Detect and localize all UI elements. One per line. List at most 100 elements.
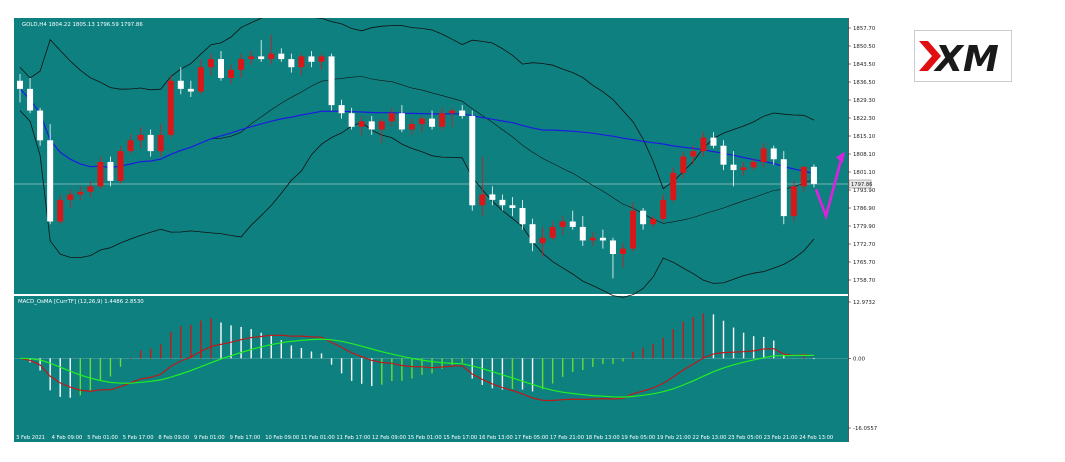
candle xyxy=(700,132,707,157)
candle-body xyxy=(439,113,446,127)
candle xyxy=(127,134,134,154)
candle-body xyxy=(650,218,657,225)
candle xyxy=(710,132,717,149)
candle-body xyxy=(529,224,536,244)
candle-body xyxy=(559,221,566,227)
candle-body xyxy=(47,140,54,222)
candle-body xyxy=(378,121,385,130)
candle xyxy=(690,145,697,165)
time-tick-label: 12 Feb 09:00 xyxy=(372,435,406,441)
candle xyxy=(278,48,285,62)
time-tick-label: 22 Feb 13:00 xyxy=(692,435,726,441)
candle-body xyxy=(740,167,747,171)
candle xyxy=(680,151,687,179)
candle-body xyxy=(328,56,335,106)
time-tick-label: 19 Feb 05:00 xyxy=(621,435,655,441)
candle-body xyxy=(660,199,667,219)
candle xyxy=(147,129,154,157)
time-tick-label: 18 Feb 13:00 xyxy=(586,435,620,441)
macd-line xyxy=(19,334,815,402)
time-tick-label: 5 Feb 01:00 xyxy=(87,435,118,441)
candle xyxy=(17,73,23,103)
candle xyxy=(398,105,405,133)
candle xyxy=(509,197,516,217)
price-tick-label: 1822.30 xyxy=(853,116,876,122)
price-grid xyxy=(14,183,848,359)
candle xyxy=(338,99,345,119)
candle xyxy=(298,53,305,76)
candle-body xyxy=(609,240,616,254)
candle xyxy=(489,186,496,206)
candle xyxy=(238,53,245,79)
candle xyxy=(77,186,84,200)
time-tick-label: 15 Feb 17:00 xyxy=(443,435,477,441)
candle-body xyxy=(228,69,235,79)
candle xyxy=(187,80,194,97)
candle xyxy=(268,34,275,65)
candle xyxy=(459,105,466,119)
candle xyxy=(197,59,204,95)
candle xyxy=(177,67,184,95)
candle-body xyxy=(810,166,817,184)
candle xyxy=(660,194,667,222)
candle xyxy=(87,180,94,198)
candle-body xyxy=(368,121,375,130)
forecast-arrow-path xyxy=(814,156,844,221)
candle xyxy=(539,226,546,257)
candle-body xyxy=(348,113,355,127)
candle xyxy=(529,218,536,252)
candle xyxy=(218,50,224,81)
price-tick-label: 1829.30 xyxy=(853,98,876,104)
candle-body xyxy=(288,59,295,68)
price-tick-label: 1786.90 xyxy=(853,206,876,212)
candle-body xyxy=(720,145,727,165)
candle-body xyxy=(469,115,476,206)
price-axis-bg xyxy=(848,18,902,442)
candle-body xyxy=(77,191,84,195)
candle-body xyxy=(308,56,315,62)
candle xyxy=(469,110,476,211)
candle xyxy=(449,107,456,127)
candle-body xyxy=(117,151,124,181)
candle-body xyxy=(57,199,64,222)
candle-body xyxy=(398,113,405,130)
candle xyxy=(97,156,104,190)
time-tick-label: 17 Feb 05:00 xyxy=(514,435,548,441)
candle-body xyxy=(630,210,637,249)
candle-body xyxy=(599,237,606,241)
candle xyxy=(569,210,576,230)
candle xyxy=(549,221,556,241)
candle-body xyxy=(429,118,436,127)
time-axis-bg xyxy=(14,430,848,442)
price-tick-label: 1843.50 xyxy=(853,62,876,68)
candle-body xyxy=(27,88,34,111)
candle xyxy=(640,207,647,230)
candle xyxy=(358,115,365,135)
candle-body xyxy=(800,166,807,187)
candle-body xyxy=(710,137,717,146)
candle xyxy=(760,143,767,168)
candle-body xyxy=(218,59,224,79)
candle xyxy=(670,167,677,203)
candle-body xyxy=(519,207,526,225)
candle xyxy=(378,118,385,144)
candle xyxy=(439,107,446,130)
candle-body xyxy=(449,110,456,114)
macd-tick-label: 0.00 xyxy=(853,356,866,362)
price-tick-label: 1772.70 xyxy=(853,242,876,248)
candle xyxy=(810,164,817,188)
candle xyxy=(519,199,526,230)
candle-body xyxy=(419,118,425,125)
candle-body xyxy=(187,88,194,92)
candle-body xyxy=(730,164,737,171)
time-tick-label: 10 Feb 09:00 xyxy=(265,435,299,441)
forecast-arrow-head xyxy=(835,151,845,163)
candle-body xyxy=(620,248,626,254)
candle-body xyxy=(177,80,184,89)
candle-body xyxy=(238,59,245,70)
candle-body xyxy=(549,226,556,238)
candle-body xyxy=(358,121,365,127)
current-price-label: 1797.86 xyxy=(851,182,872,188)
time-tick-label: 23 Feb 05:00 xyxy=(728,435,762,441)
candle-body xyxy=(37,110,44,141)
